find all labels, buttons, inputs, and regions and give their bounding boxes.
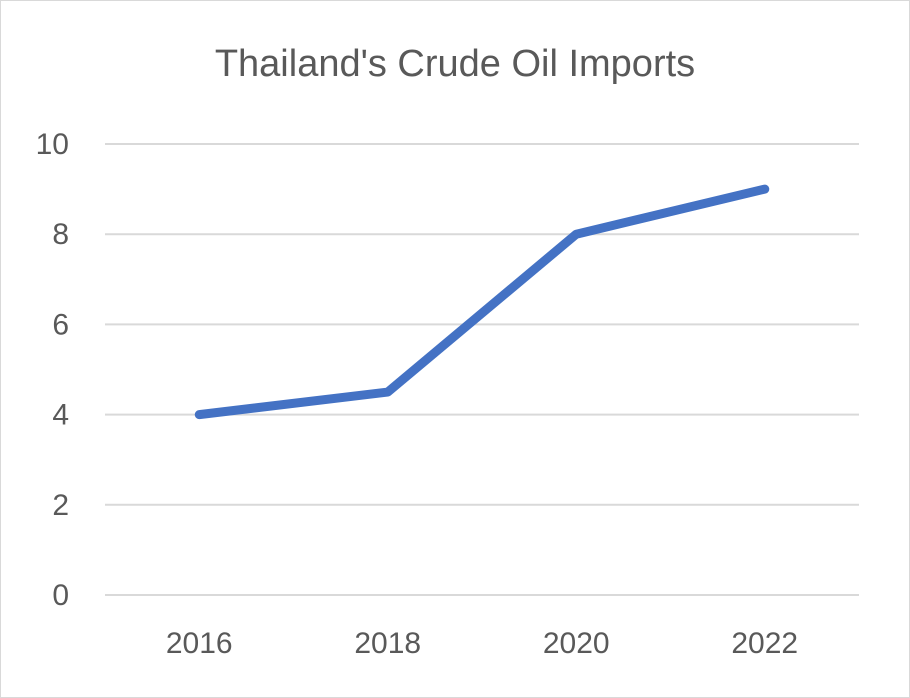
- x-tick-label: 2018: [354, 627, 421, 660]
- y-tick-label: 2: [52, 489, 69, 522]
- chart-title: Thailand's Crude Oil Imports: [214, 43, 696, 85]
- y-tick-label: 10: [36, 128, 69, 161]
- y-tick-label: 4: [52, 399, 69, 432]
- x-tick-label: 2016: [166, 627, 233, 660]
- x-tick-label: 2020: [543, 627, 610, 660]
- y-tick-label: 0: [52, 579, 69, 612]
- x-tick-label: 2022: [731, 627, 798, 660]
- y-tick-label: 8: [52, 218, 69, 251]
- y-tick-label: 6: [52, 308, 69, 341]
- series-line-0: [194, 184, 770, 420]
